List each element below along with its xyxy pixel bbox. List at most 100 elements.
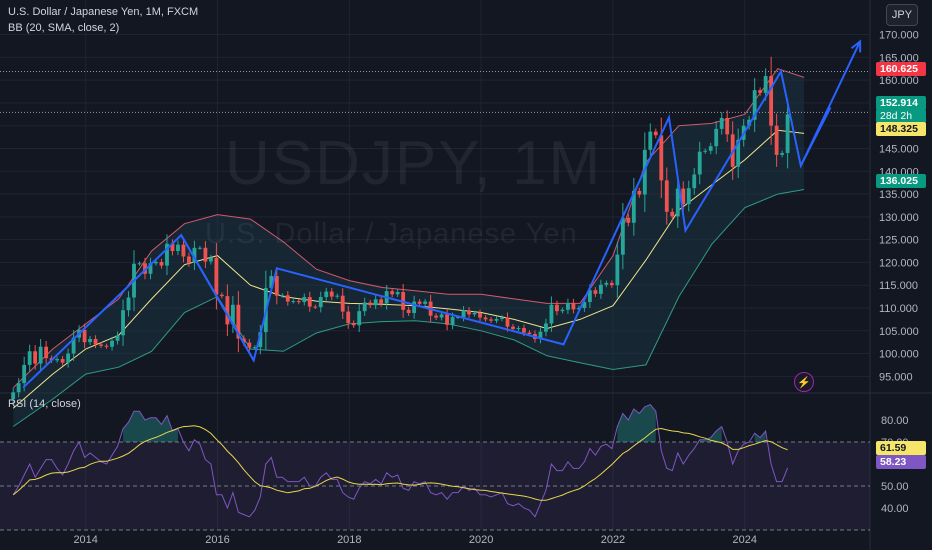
candle [88, 336, 92, 346]
time-tick-label: 2014 [73, 534, 97, 546]
candle-body [659, 135, 664, 181]
candle [60, 355, 65, 366]
candle-body [252, 347, 257, 349]
candle [247, 339, 252, 352]
price-tick-label: 125.000 [879, 235, 919, 247]
rsi-legend[interactable]: RSI (14, close) [8, 398, 81, 410]
rsi-ma-line [12, 425, 788, 501]
candle [620, 203, 625, 270]
price-tick-label: 160.000 [879, 75, 919, 87]
currency-button[interactable]: JPY [886, 4, 918, 26]
name-watermark: U.S. Dollar / Japanese Yen [205, 218, 578, 250]
rsi-line [12, 404, 789, 518]
candle-body [423, 301, 428, 304]
candle-body [725, 117, 730, 135]
candle-body [368, 302, 373, 306]
candle [489, 317, 493, 324]
last-price-badge: 152.914 [876, 96, 926, 110]
candle [110, 336, 114, 351]
candle-body [269, 276, 274, 288]
candle-body [99, 344, 103, 346]
candle [670, 208, 675, 220]
candle [296, 298, 301, 305]
pattern-line [180, 234, 255, 361]
candle-body [555, 304, 559, 312]
candle-body [642, 149, 647, 195]
candle-body [576, 307, 581, 310]
candle [16, 378, 21, 398]
candle [642, 132, 647, 212]
candle-body [318, 297, 323, 308]
candle-body [33, 351, 38, 364]
candle-body [631, 190, 636, 223]
candle-body [258, 332, 263, 348]
candle [648, 123, 653, 159]
candle [11, 388, 16, 404]
candle-body [176, 244, 180, 252]
time-tick-label: 2016 [205, 534, 229, 546]
candle-body [115, 335, 120, 341]
candle [351, 320, 356, 328]
candle-body [285, 295, 290, 302]
candle-body [170, 243, 175, 252]
bollinger-legend[interactable]: BB (20, SMA, close, 2) [8, 22, 120, 34]
candle-body [500, 317, 504, 319]
candle [291, 299, 296, 304]
candle-body [434, 315, 439, 318]
candle-body [143, 263, 147, 274]
candle-body [214, 257, 219, 295]
candle [494, 316, 499, 324]
candle [478, 309, 482, 321]
candle [736, 128, 741, 178]
candle [653, 128, 658, 139]
candle [483, 315, 488, 322]
candle [307, 291, 312, 312]
candle-body [110, 340, 114, 347]
candle-body [104, 345, 109, 347]
candle-body [247, 342, 252, 348]
candle [137, 261, 142, 266]
candle [637, 187, 642, 198]
candle-body [522, 328, 526, 333]
candle [66, 348, 71, 368]
candle [412, 295, 417, 319]
symbol-title[interactable]: U.S. Dollar / Japanese Yen, 1M, FXCM [8, 6, 199, 18]
candle [38, 338, 43, 372]
candle [598, 279, 603, 299]
candle [148, 257, 153, 280]
candle-body [769, 76, 774, 126]
candle-body [296, 301, 301, 303]
time-tick-label: 2024 [733, 534, 757, 546]
candle-body [439, 314, 444, 318]
candle [187, 252, 191, 267]
candles [11, 56, 790, 404]
rsi-value-badge: 58.23 [876, 455, 926, 469]
candle [71, 330, 76, 361]
candle-body [675, 188, 680, 217]
candle [500, 315, 504, 322]
rsi-tick-label: 80.00 [881, 415, 909, 427]
candle-body [412, 301, 417, 313]
candle-body [208, 257, 213, 262]
candle-body [527, 332, 532, 334]
candle-body [780, 153, 785, 155]
candle [93, 335, 98, 349]
candle [538, 327, 543, 344]
candle-body [604, 282, 609, 285]
price-tick-label: 105.000 [879, 326, 919, 338]
candle [604, 280, 609, 288]
candle [615, 242, 620, 298]
candle [181, 238, 186, 263]
candle [357, 304, 362, 333]
candle [274, 267, 279, 305]
candle-body [598, 284, 603, 294]
candle [752, 77, 757, 132]
candle [55, 356, 60, 363]
countdown-badge: 28d 2h [876, 109, 926, 123]
candle [219, 292, 224, 299]
candle-body [373, 299, 378, 306]
lightning-icon[interactable]: ⚡ [794, 372, 814, 392]
candle [692, 167, 697, 195]
candle-body [736, 139, 741, 167]
